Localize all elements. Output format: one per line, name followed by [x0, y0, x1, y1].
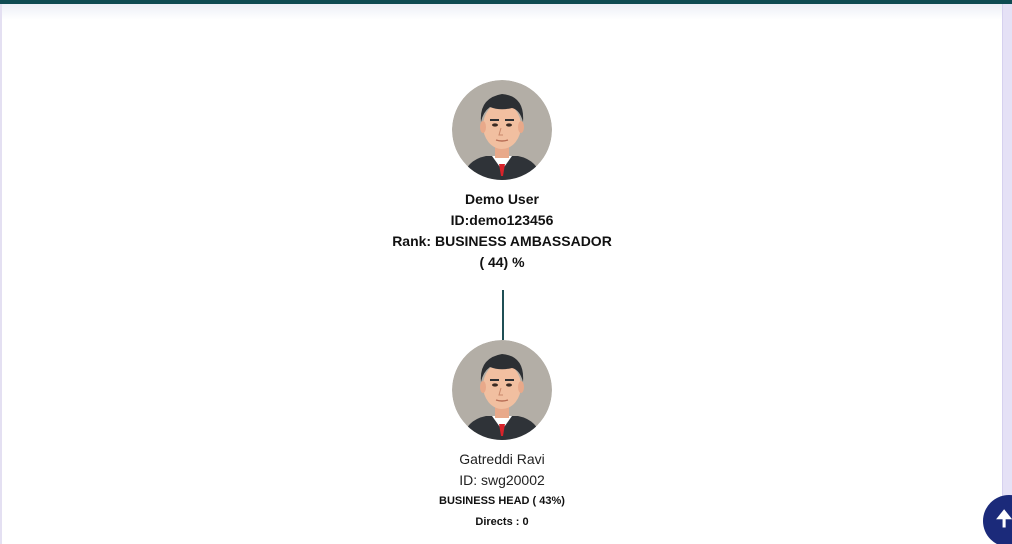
scrollbar-track[interactable]	[1002, 4, 1012, 544]
user-avatar-icon[interactable]	[452, 80, 552, 180]
child-user-id: ID: swg20002	[459, 472, 545, 488]
scroll-to-top-button[interactable]: 🠉	[983, 495, 1012, 544]
root-user-id: ID:demo123456	[450, 212, 554, 228]
left-border	[0, 4, 2, 544]
root-user-percent: ( 44) %	[479, 254, 525, 270]
tree-node-child[interactable]: Gatreddi Ravi ID: swg20002 BUSINESS HEAD…	[0, 340, 1004, 533]
top-bar	[0, 0, 1012, 4]
root-user-name: Demo User	[465, 191, 539, 207]
root-user-rank: Rank: BUSINESS AMBASSADOR	[392, 233, 612, 249]
child-directs-count: Directs : 0	[475, 516, 529, 528]
child-user-name: Gatreddi Ravi	[459, 451, 545, 467]
tree-node-root[interactable]: Demo User ID:demo123456 Rank: BUSINESS A…	[0, 80, 1004, 273]
header-shadow	[0, 4, 1012, 20]
user-avatar-icon[interactable]	[452, 340, 552, 440]
arrow-up-icon: 🠉	[995, 506, 1012, 531]
child-user-rank: BUSINESS HEAD ( 43%)	[439, 495, 565, 507]
tree-connector-line	[502, 290, 504, 340]
